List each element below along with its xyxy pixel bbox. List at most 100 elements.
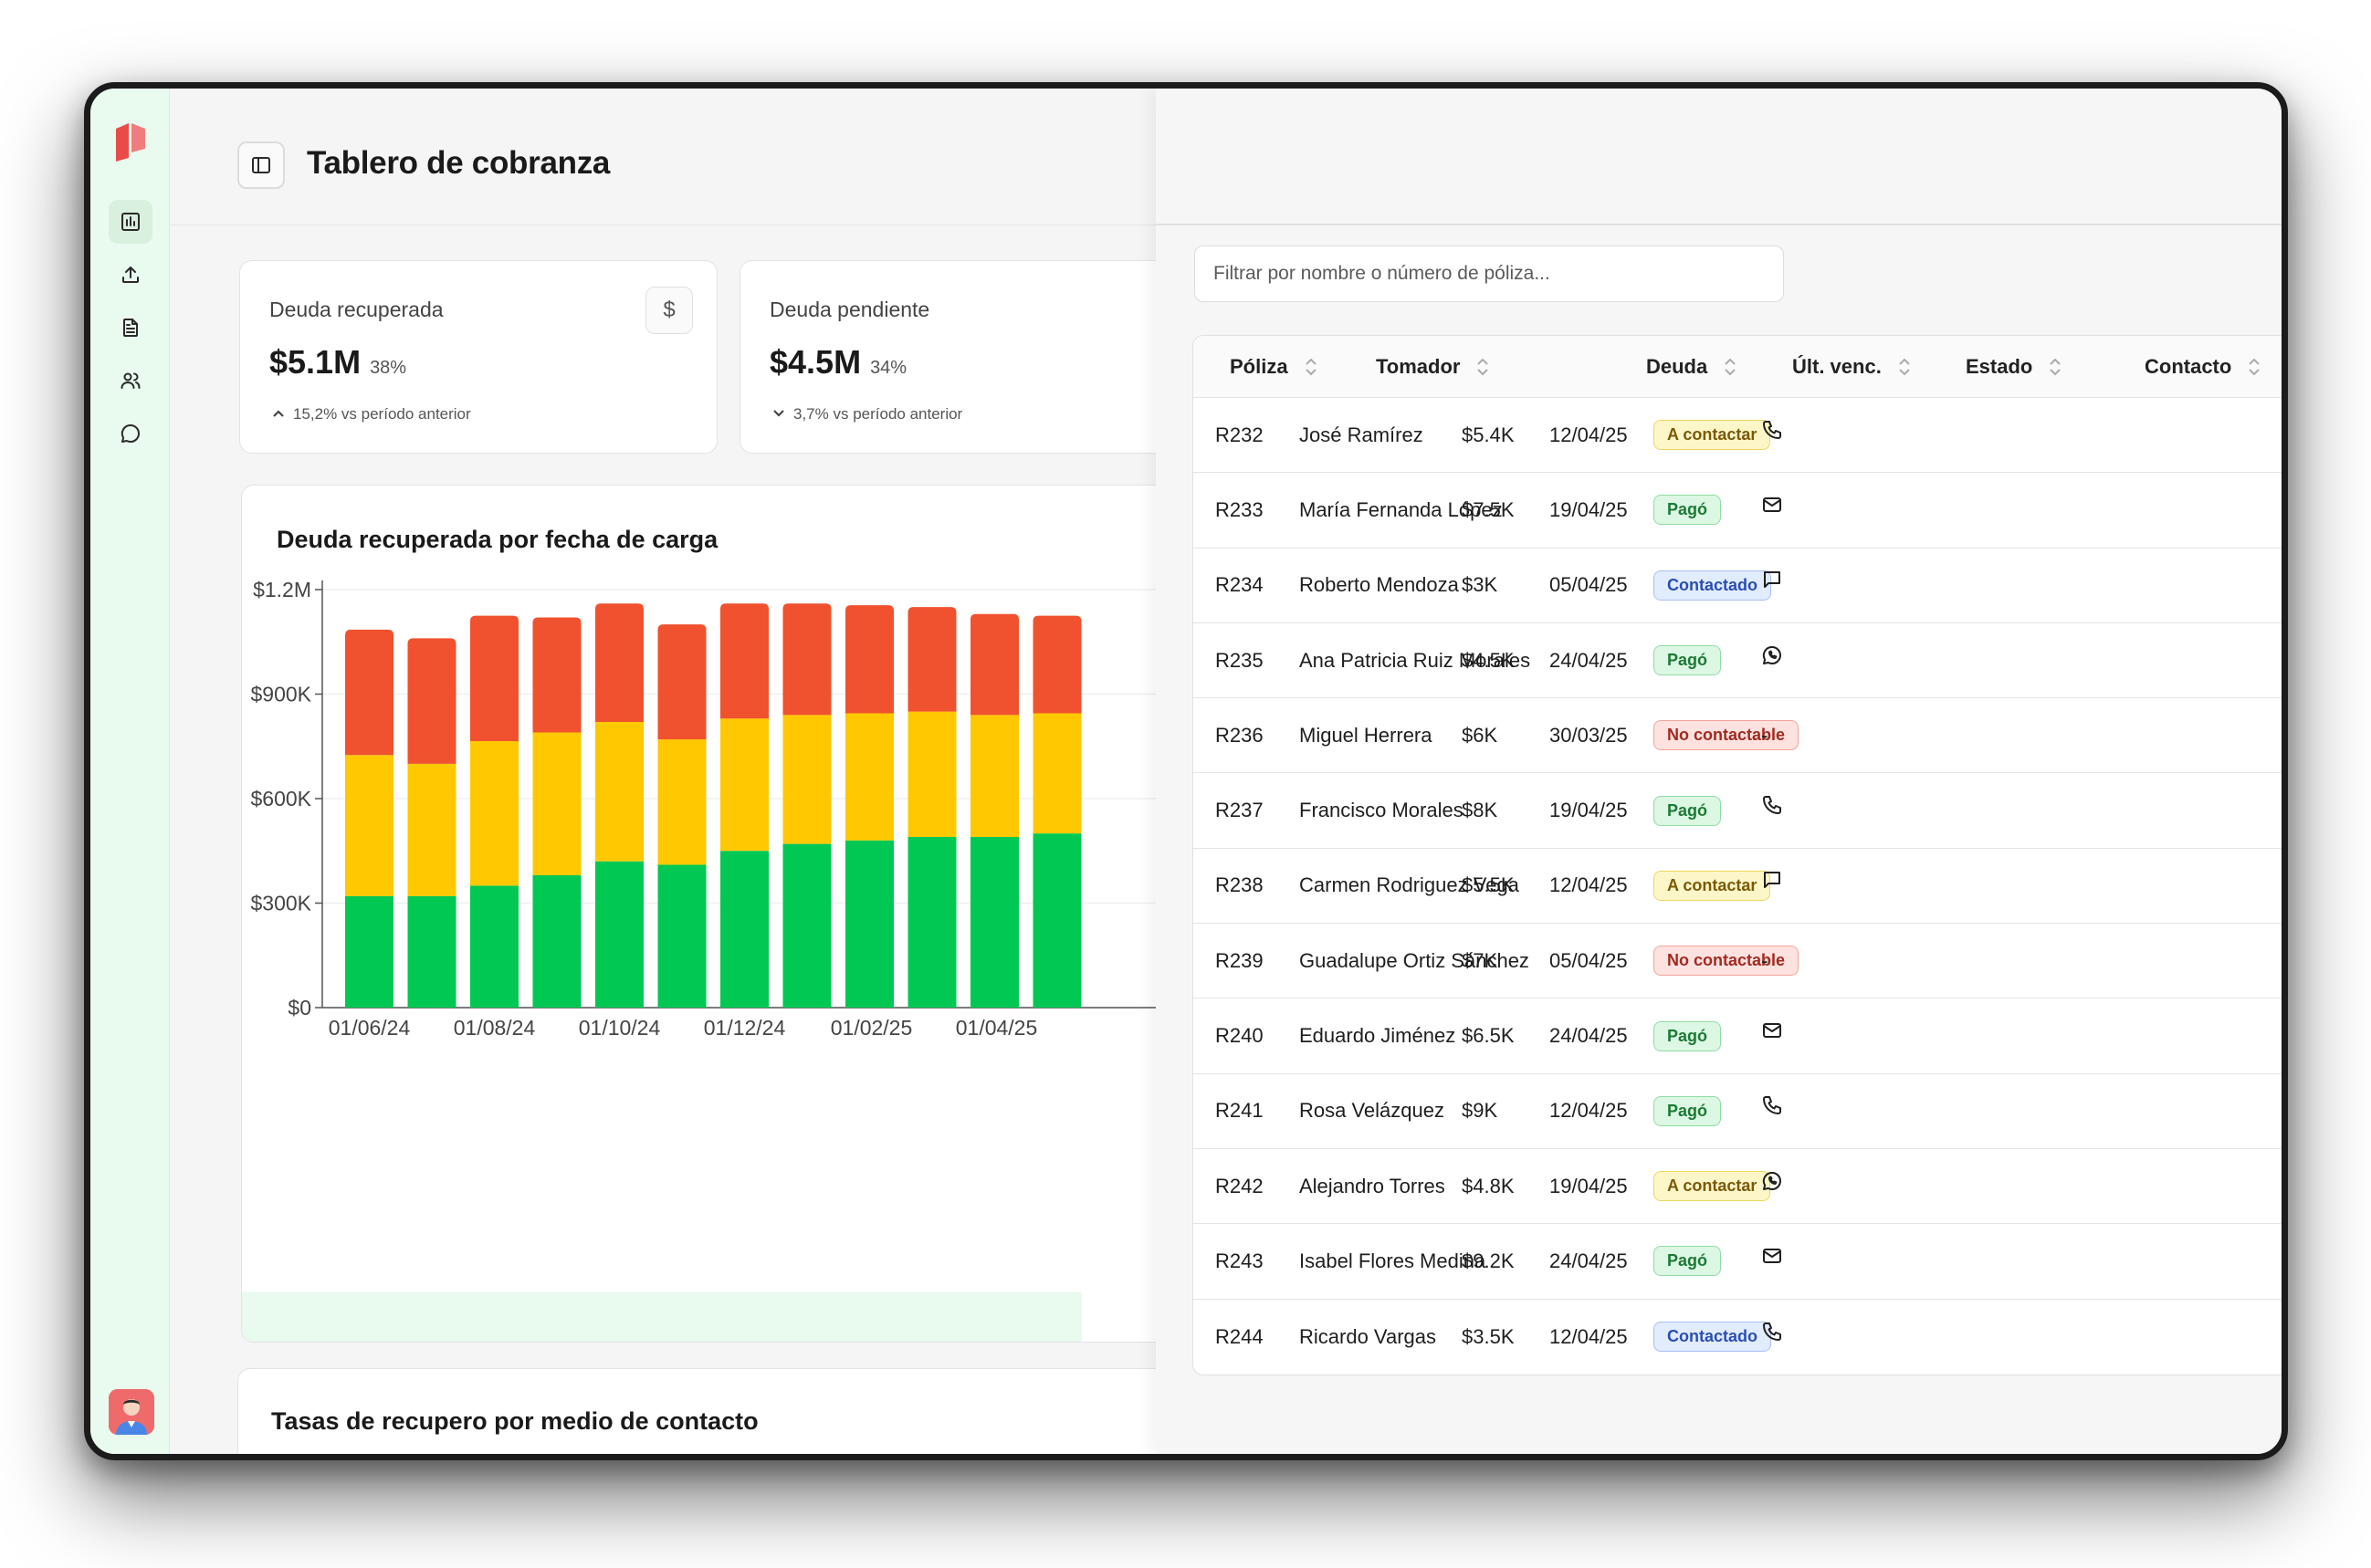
deuda-cell: $7K [1462, 948, 1498, 972]
contact-empty: - [1761, 723, 1768, 747]
bar-segment-yellow[interactable] [782, 715, 832, 844]
bar-segment-green[interactable] [595, 861, 644, 1008]
tomador-cell: Guadalupe Ortiz Sánchez [1299, 948, 1529, 972]
sort-icon[interactable] [1724, 357, 1736, 377]
dollar-icon: $ [645, 287, 693, 334]
message-icon[interactable] [1761, 843, 1783, 917]
bar-segment-yellow[interactable] [1033, 713, 1082, 834]
message-icon[interactable] [1761, 543, 1783, 617]
bar-segment-yellow[interactable] [845, 713, 894, 841]
bar-segment-yellow[interactable] [470, 741, 519, 886]
bar-segment-yellow[interactable] [345, 755, 393, 896]
bar-segment-yellow[interactable] [657, 739, 707, 865]
bar-segment-green[interactable] [907, 836, 957, 1008]
table-row[interactable]: R244 Ricardo Vargas $3.5K 12/04/25 Contactad… [1193, 1300, 2282, 1375]
table-row[interactable]: R239 Guadalupe Ortiz Sánchez $7K 05/04/25 No… [1193, 924, 2282, 999]
column-header[interactable]: Últ. venc. [1792, 336, 1911, 397]
topbar: Tablero de cobranza [170, 89, 1238, 225]
sort-icon[interactable] [1476, 357, 1489, 377]
table-row[interactable]: R240 Eduardo Jiménez $6.5K 24/04/25 Pagó [1193, 998, 2282, 1074]
phone-icon[interactable] [1761, 392, 1783, 466]
table-row[interactable]: R237 Francisco Morales $8K 19/04/25 Pagó [1193, 773, 2282, 849]
bar-segment-red[interactable] [532, 617, 582, 733]
bar-segment-green[interactable] [782, 843, 832, 1008]
bar-segment-green[interactable] [845, 840, 894, 1008]
bar-segment-red[interactable] [970, 613, 1019, 716]
tomador-cell: Carmen Rodriguez Vega [1299, 873, 1519, 897]
bar-segment-yellow[interactable] [595, 722, 644, 862]
bar-segment-red[interactable] [845, 605, 894, 714]
filter-input[interactable] [1194, 246, 1784, 302]
kpi-delta: 15,2% vs período anterior [271, 405, 471, 423]
bar-segment-green[interactable] [407, 895, 456, 1008]
tomador-cell: Isabel Flores Medina [1299, 1249, 1486, 1272]
table-row[interactable]: R233 María Fernanda López $7.5K 19/04/25 Pag… [1193, 473, 2282, 549]
phone-icon[interactable] [1761, 768, 1783, 841]
column-header[interactable]: Contacto [2145, 336, 2261, 397]
bar-segment-red[interactable] [782, 603, 832, 716]
bar-segment-yellow[interactable] [532, 732, 582, 875]
bar-segment-red[interactable] [907, 607, 957, 712]
bar-segment-red[interactable] [345, 629, 393, 756]
bar-segment-green[interactable] [657, 864, 707, 1008]
status-badge: Pagó [1653, 1246, 1722, 1277]
mail-icon[interactable] [1761, 1218, 1783, 1292]
upload-icon [122, 267, 139, 283]
table-row[interactable]: R238 Carmen Rodriguez Vega $5.5K 12/04/25 A … [1193, 849, 2282, 925]
bar-segment-red[interactable] [1033, 615, 1082, 714]
bar-segment-green[interactable] [470, 885, 519, 1008]
column-header[interactable]: Póliza [1230, 336, 1317, 397]
nav-dashboard[interactable] [109, 200, 152, 244]
bar-segment-green[interactable] [345, 895, 393, 1008]
toggle-sidebar-button[interactable] [237, 141, 285, 189]
table-row[interactable]: R232 José Ramírez $5.4K 12/04/25 A contactar [1193, 398, 2282, 474]
estado-cell: Pagó [1653, 998, 1722, 1072]
user-avatar[interactable] [109, 1389, 154, 1435]
nav-users[interactable] [109, 359, 152, 402]
bar-segment-green[interactable] [970, 836, 1019, 1008]
whatsapp-icon[interactable] [1761, 618, 1783, 692]
bar-segment-green[interactable] [532, 874, 582, 1008]
bar-segment-yellow[interactable] [907, 711, 957, 837]
bar-segment-green[interactable] [720, 851, 769, 1008]
whatsapp-icon[interactable] [1761, 1144, 1783, 1218]
bar-segment-red[interactable] [720, 603, 769, 719]
sort-icon[interactable] [1898, 357, 1911, 377]
bar-segment-red[interactable] [407, 638, 456, 764]
poliza-cell: R238 [1215, 873, 1264, 897]
phone-icon[interactable] [1761, 1069, 1783, 1143]
bar-segment-yellow[interactable] [407, 763, 456, 896]
column-header[interactable]: Deuda [1646, 336, 1736, 397]
kpi-pct: 38% [370, 358, 407, 378]
sort-icon[interactable] [2049, 357, 2062, 377]
column-header-label: Póliza [1230, 354, 1288, 378]
bar-segment-green[interactable] [1033, 833, 1082, 1008]
mail-icon[interactable] [1761, 467, 1783, 541]
sort-icon[interactable] [1305, 357, 1317, 377]
table-row[interactable]: R234 Roberto Mendoza $3K 05/04/25 Contactado [1193, 549, 2282, 623]
column-header[interactable]: Tomador [1376, 336, 1489, 397]
status-badge: No contactable [1653, 946, 1799, 977]
nav-documents[interactable] [109, 306, 152, 350]
table-row[interactable]: R241 Rosa Velázquez $9K 12/04/25 Pagó [1193, 1074, 2282, 1149]
sort-icon[interactable] [2248, 357, 2261, 377]
table-row[interactable]: R242 Alejandro Torres $4.8K 19/04/25 A conta… [1193, 1149, 2282, 1225]
bar-segment-red[interactable] [595, 603, 644, 723]
nav-messages[interactable] [109, 412, 152, 455]
table-row[interactable]: R243 Isabel Flores Medina $9.2K 24/04/25 Pag… [1193, 1224, 2282, 1300]
bar-segment-yellow[interactable] [720, 718, 769, 852]
bar-segment-red[interactable] [470, 615, 519, 742]
column-header[interactable]: Estado [1966, 336, 2062, 397]
table-row[interactable]: R236 Miguel Herrera $6K 30/03/25 No contacta… [1193, 698, 2282, 774]
policies-table: Póliza Tomador Deuda Últ. venc. Estado Contac… [1192, 335, 2282, 1375]
bar-segment-yellow[interactable] [970, 715, 1019, 837]
table-row[interactable]: R235 Ana Patricia Ruiz Morales $4.5K 24/04/… [1193, 623, 2282, 699]
status-badge: A contactar [1653, 1171, 1771, 1202]
phone-icon[interactable] [1761, 1294, 1783, 1369]
app-window: Tablero de cobranza Deuda recuperada $5.… [84, 82, 2288, 1460]
mail-icon[interactable] [1761, 993, 1783, 1067]
bar-segment-red[interactable] [657, 624, 707, 740]
nav-upload[interactable] [109, 253, 152, 297]
vencimiento-cell: 19/04/25 [1549, 799, 1628, 822]
status-badge: Pagó [1653, 645, 1722, 676]
